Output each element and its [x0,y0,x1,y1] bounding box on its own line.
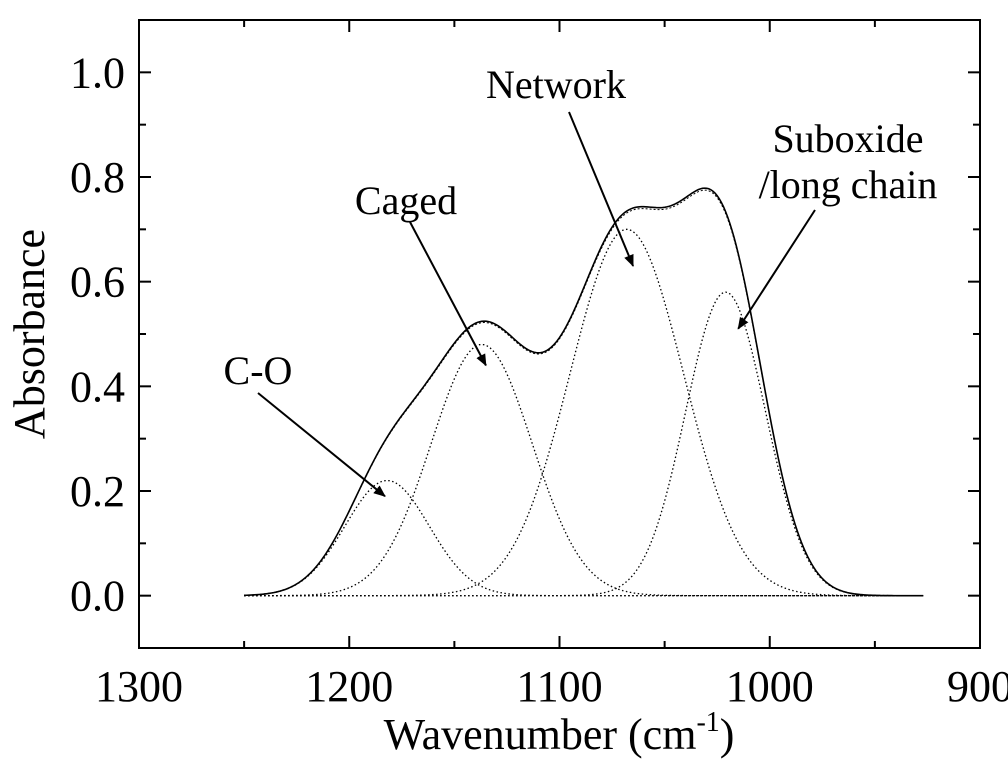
component-peak [244,228,924,597]
y-axis-title: Absorbance [5,229,54,439]
annotation-arrow [568,111,635,267]
annotation-label: Caged [355,178,457,223]
x-axis-title-main: Wavenumber (cm [384,710,697,759]
x-tick-label: 1100 [516,662,602,711]
annotations: C-O Caged Network Suboxide/long chain [224,62,938,498]
x-tick-label: 1000 [726,662,814,711]
plot-frame [138,19,981,649]
x-tick-label: 900 [947,662,1008,711]
axis-ticks [138,19,981,649]
plot-curves [244,187,924,597]
y-tick-label: 0.6 [70,258,125,307]
annotation-label: Suboxide [772,116,923,161]
component-peak [244,291,924,597]
y-tick-label: 0.4 [70,362,125,411]
y-tick-label: 0.8 [70,153,125,202]
measured-spectrum-curve [244,189,924,597]
annotation-arrow [409,221,487,367]
x-tick-label: 1200 [305,662,393,711]
annotation-label: C-O [224,348,293,393]
fitted-sum-curve [244,187,924,597]
y-tick-label: 0.0 [70,572,125,621]
x-axis-title: Wavenumber (cm-1) [384,707,735,759]
x-axis-title-sup: -1 [696,707,719,738]
x-axis-title-close: ) [720,710,735,759]
annotation-arrow [257,392,386,498]
annotation-label: /long chain [759,162,938,207]
x-tick-label: 1300 [95,662,183,711]
y-tick-label: 1.0 [70,48,125,97]
component-peak [244,343,924,597]
annotation-arrow [737,209,816,330]
tick-labels: 1300 1200 1100 1000 900 0.0 0.2 0.4 0.6 0.8 1.0 [70,48,1008,711]
annotation-label: Network [486,62,626,107]
y-tick-label: 0.2 [70,467,125,516]
